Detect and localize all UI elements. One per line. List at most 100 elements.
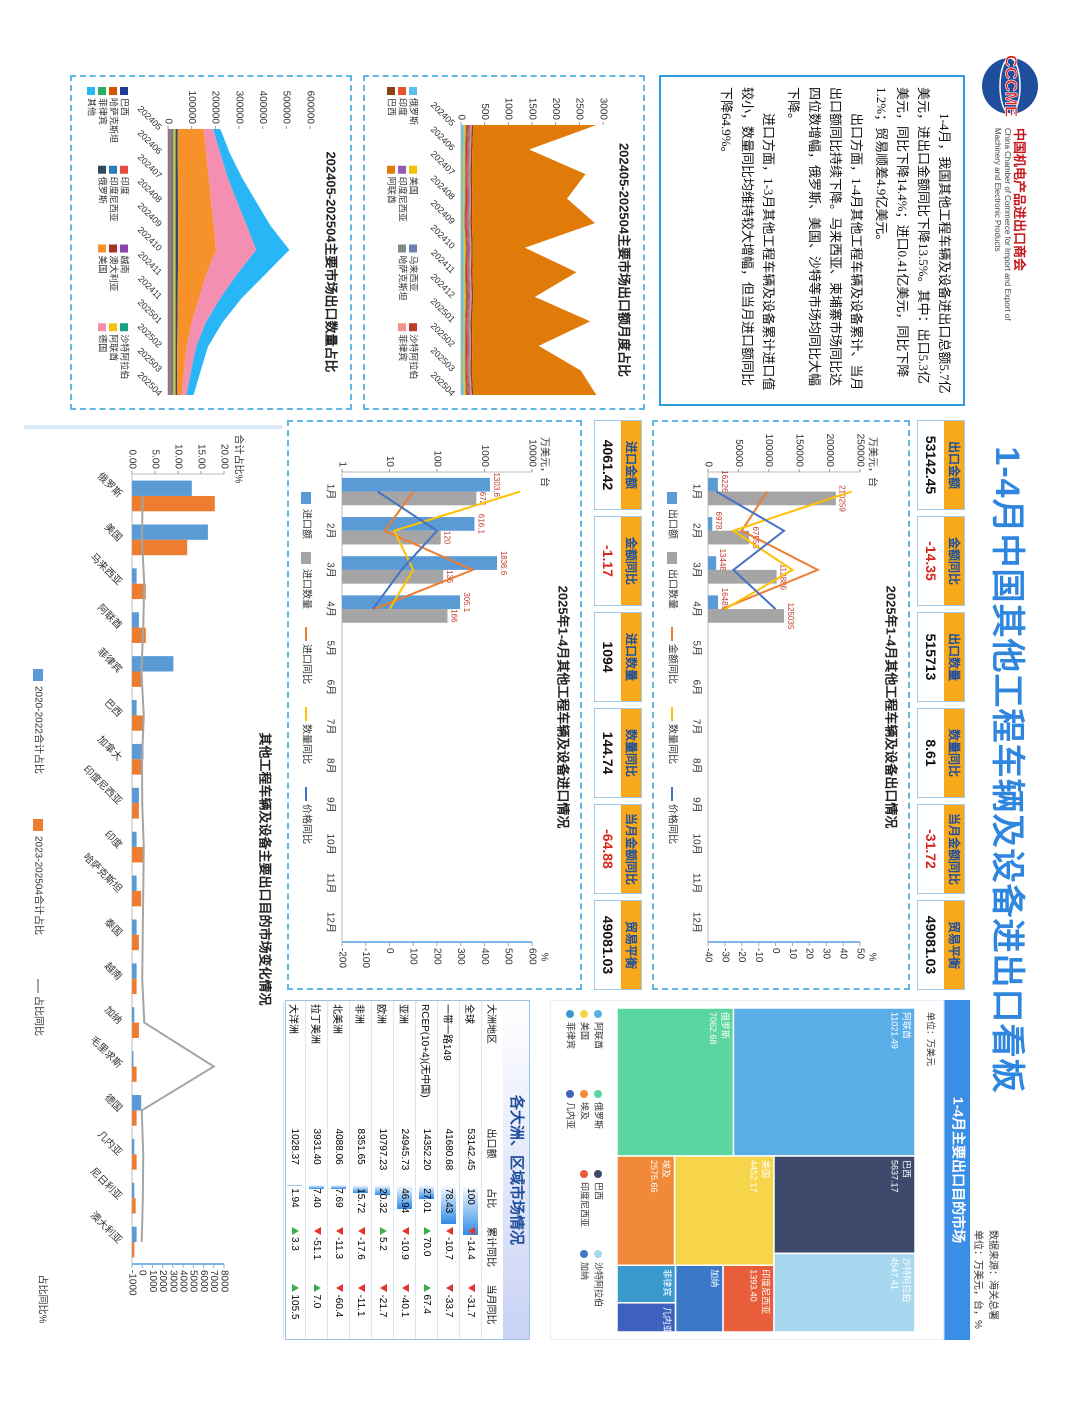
legend-swatch: [109, 244, 117, 253]
logo-text: CCCME: [1002, 55, 1021, 117]
cell-text: -10.9: [399, 1236, 410, 1260]
area-series: [172, 129, 174, 395]
y2-tick-label: -20: [736, 948, 747, 963]
x-tick-label: 202409: [136, 201, 164, 229]
bar: [132, 1110, 137, 1126]
cell-name: 加纳: [710, 1269, 721, 1287]
x-tick-label: 202503: [429, 345, 457, 373]
x-tick-label: 5月: [324, 640, 336, 656]
area-series: [464, 125, 467, 395]
cell-value: 4452.17: [749, 1160, 759, 1193]
chart-title: 202405-202504主要市场出口数量占比: [324, 151, 339, 372]
bar: [132, 978, 137, 995]
x-tick-label: 越南: [102, 959, 125, 982]
y-tick-label: 0.00: [126, 450, 137, 470]
chart-title: 其他工程车辆及设备主要出口目的市场变化情况: [258, 732, 273, 1005]
cell-name: 印度尼西亚: [761, 1269, 772, 1314]
y2-tick-label: -100: [360, 948, 371, 968]
bar: [132, 495, 215, 512]
kpi-label: 数量同比: [944, 709, 964, 797]
bar: [131, 539, 188, 556]
bar: [132, 1066, 137, 1082]
legend-swatch: [398, 165, 406, 174]
cell-text: 大洋洲: [287, 1004, 298, 1034]
legend-swatch: [109, 87, 117, 95]
bar: [132, 1182, 135, 1199]
legend-swatch: [387, 165, 395, 174]
x-tick-label: 5月: [690, 640, 702, 656]
kpi-label: 贸易平衡: [944, 901, 964, 989]
table-cell: 41680.68: [437, 1125, 460, 1186]
table-cell: 欧洲: [371, 1001, 394, 1126]
treemap-cell: [616, 1302, 677, 1333]
down-arrow: [402, 1284, 409, 1293]
data-label: 120: [443, 531, 452, 545]
y2-tick-label: 500: [503, 948, 514, 965]
cell-text: -11.3: [333, 1236, 344, 1260]
area-series: [467, 125, 470, 395]
legend-swatch: [87, 87, 95, 95]
table-cell: 27.01: [415, 1185, 438, 1224]
kpi-label: 贸易平衡: [621, 901, 641, 989]
legend-label: 出口额: [666, 509, 679, 539]
x-tick-label: 202504: [429, 370, 457, 398]
y2-tick-label: 20: [804, 948, 815, 960]
kpi-card: 当月金额同比 -64.88: [594, 804, 642, 894]
legend-label: 数量同比: [300, 724, 313, 764]
bar: [132, 480, 192, 496]
table-header-row: 大洲地区 出口额 占比 累计同比 当月同比: [481, 1001, 503, 1339]
table-cell: 拉丁美洲: [305, 1001, 328, 1126]
cell-text: -10.7: [443, 1236, 454, 1260]
legend-label: 哈萨克斯坦: [398, 256, 409, 301]
x-tick-label: 202406: [136, 128, 164, 156]
cell-text: 3931.40: [311, 1128, 322, 1165]
x-tick-label: 澳大利亚: [88, 1209, 125, 1246]
table-cell: 3931.40: [305, 1125, 328, 1186]
legend-label: 越南: [120, 256, 131, 274]
logo: CCCME: [982, 55, 1038, 117]
legend-swatch: [98, 323, 106, 332]
cell-text: 1.94: [289, 1188, 300, 1208]
y2-tick-label: 50: [854, 948, 865, 960]
bar: [342, 530, 441, 545]
kpi-card: 出口数量 515713: [917, 612, 965, 702]
legend-swatch: [580, 1010, 588, 1018]
x-tick-label: 加纳: [102, 1003, 125, 1026]
down-arrow: [468, 1284, 475, 1293]
area-series: [176, 129, 217, 395]
table-cell: 78.43: [437, 1185, 460, 1225]
column-header: 累计同比: [481, 1223, 503, 1282]
bar: [707, 556, 717, 570]
cell-text: 41680.68: [443, 1128, 454, 1171]
cell-text: -21.7: [377, 1294, 388, 1318]
y-tick-label: 400000: [257, 91, 268, 125]
legend-label: 数量同比: [666, 724, 679, 764]
cell-text: 7.40: [311, 1188, 322, 1208]
x-tick-label: 尼日利亚: [88, 1165, 125, 1202]
legend-label: 其他: [87, 98, 98, 116]
legend-label: 加纳: [580, 1262, 591, 1280]
title-band: [944, 1000, 970, 1340]
y2-tick-label: 0: [137, 1270, 148, 1276]
legend-label: 进口同比: [300, 644, 312, 684]
org-name-en: China Chamber of Commerce for Import and…: [993, 128, 1012, 321]
legend-swatch: [98, 244, 106, 253]
cell-text: 1028.37: [289, 1128, 300, 1165]
down-arrow: [336, 1284, 343, 1293]
share-bar: [287, 1185, 302, 1187]
y2-axis-title: %: [538, 953, 549, 962]
cell-text: 3.3: [289, 1236, 300, 1251]
x-tick-label: 202408: [136, 176, 164, 204]
data-label: 16226.5: [720, 470, 729, 499]
bar: [131, 803, 139, 819]
x-tick-label: 毛里求斯: [88, 1033, 125, 1070]
x-tick-label: 6月: [324, 680, 336, 696]
x-tick-label: 1月: [690, 484, 702, 500]
x-tick-label: 202407: [136, 152, 164, 180]
y2-tick-label: 1000: [147, 1270, 158, 1293]
table-cell: 10797.23: [371, 1125, 394, 1186]
table-row: 北美洲 4088.06 7.69 -11.3 -60.4: [327, 1001, 350, 1339]
cell-name: 菲律宾: [662, 1269, 673, 1296]
cell-text: 78.43: [443, 1188, 454, 1214]
